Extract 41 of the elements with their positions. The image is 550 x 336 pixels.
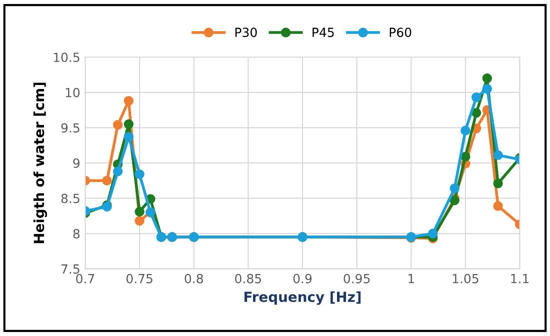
point xyxy=(493,178,503,188)
point xyxy=(102,176,112,186)
x-tick-label: 0.85 xyxy=(235,274,262,284)
y-tick-label: 10 xyxy=(66,88,80,98)
x-tick-label: 0.9 xyxy=(293,274,312,284)
x-tick-label: 0.95 xyxy=(344,274,370,284)
x-tick-label: 0.7 xyxy=(76,274,94,284)
point xyxy=(124,119,134,130)
point xyxy=(124,132,134,142)
x-axis-title: Frequency [Hz] xyxy=(244,291,361,305)
point xyxy=(134,216,144,226)
point xyxy=(450,184,460,194)
y-tick-label: 7.5 xyxy=(62,264,80,274)
y-axis-title: Heigth of water [cm] xyxy=(33,82,47,244)
y-tick-label: 10.5 xyxy=(54,52,80,62)
y-tick-label: 9 xyxy=(73,158,80,168)
x-tick-label: 1 xyxy=(408,274,414,284)
point xyxy=(460,126,470,136)
point xyxy=(124,96,134,106)
legend-label: P45 xyxy=(312,28,334,38)
point xyxy=(134,206,144,217)
point xyxy=(493,150,503,160)
point xyxy=(112,166,123,176)
legend-label: P30 xyxy=(235,28,257,38)
point xyxy=(471,92,482,102)
y-tick-label: 8 xyxy=(73,228,80,238)
legend-label: P60 xyxy=(390,28,412,38)
x-tick-label: 0.8 xyxy=(184,274,203,284)
point xyxy=(482,73,492,84)
point xyxy=(460,152,470,162)
x-tick-label: 1.1 xyxy=(511,274,529,284)
point xyxy=(471,108,482,118)
x-tick-label: 1.05 xyxy=(452,274,478,284)
point xyxy=(134,169,144,180)
y-tick-label: 8.5 xyxy=(61,194,80,204)
point xyxy=(482,84,492,94)
point xyxy=(493,201,503,211)
x-tick-label: 0.75 xyxy=(126,274,152,284)
point xyxy=(112,120,123,130)
point xyxy=(428,228,438,238)
y-tick-label: 9.5 xyxy=(61,123,80,133)
